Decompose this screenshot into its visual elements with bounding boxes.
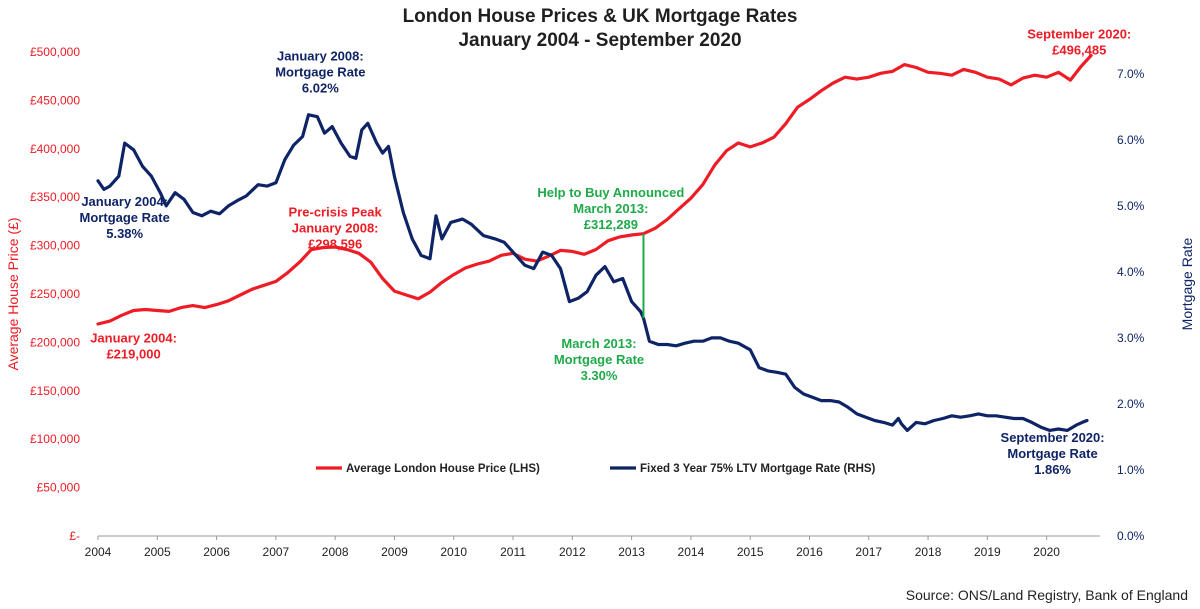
x-tick-label: 2017 (855, 545, 882, 559)
annotation-5-line: March 2013: (561, 336, 636, 351)
y-left-tick-label: £300,000 (30, 239, 80, 253)
y-left-tick-label: £500,000 (30, 45, 80, 59)
y-right-tick-label: 6.0% (1117, 133, 1145, 147)
annotation-5-line: 3.30% (581, 368, 618, 383)
y-left-tick-label: £50,000 (37, 481, 81, 495)
annotation-0-line: January 2004: (90, 330, 177, 345)
x-tick-label: 2014 (678, 545, 705, 559)
x-tick-label: 2015 (737, 545, 764, 559)
annotation-3-line: £298,596 (308, 237, 362, 252)
series-line-1 (96, 113, 1089, 432)
y-left-tick-label: £150,000 (30, 384, 80, 398)
annotation-3-line: January 2008: (292, 221, 379, 236)
annotation-2-line: January 2008: (277, 49, 364, 64)
y-left-tick-label: £450,000 (30, 93, 80, 107)
x-tick-label: 2012 (559, 545, 586, 559)
y-right-tick-label: 2.0% (1117, 397, 1145, 411)
annotation-6-line: September 2020: (1027, 26, 1131, 41)
x-tick-label: 2010 (440, 545, 467, 559)
x-tick-label: 2019 (974, 545, 1001, 559)
y-right-tick-label: 4.0% (1117, 265, 1145, 279)
x-tick-label: 2007 (263, 545, 290, 559)
y-right-tick-label: 1.0% (1117, 463, 1145, 477)
x-tick-label: 2013 (618, 545, 645, 559)
annotation-6-line: £496,485 (1052, 42, 1106, 57)
x-tick-label: 2018 (915, 545, 942, 559)
x-tick-label: 2005 (144, 545, 171, 559)
annotation-7-line: September 2020: (1001, 430, 1105, 445)
annotation-3-line: Pre-crisis Peak (289, 205, 383, 220)
x-tick-label: 2016 (796, 545, 823, 559)
chart-subtitle: January 2004 - September 2020 (458, 30, 742, 51)
y-right-tick-label: 0.0% (1117, 529, 1145, 543)
chart-source: Source: ONS/Land Registry, Bank of Engla… (905, 587, 1188, 603)
x-tick-label: 2009 (381, 545, 408, 559)
y-right-tick-label: 3.0% (1117, 331, 1145, 345)
x-tick-label: 2020 (1033, 545, 1060, 559)
annotation-2-line: 6.02% (302, 81, 339, 96)
annotation-7-line: Mortgage Rate (1007, 446, 1097, 461)
annotation-4-line: £312,289 (584, 217, 638, 232)
annotation-4-line: Help to Buy Announced (537, 185, 684, 200)
annotation-5-line: Mortgage Rate (554, 352, 644, 367)
y-left-tick-label: £350,000 (30, 190, 80, 204)
y-left-tick-label: £200,000 (30, 335, 80, 349)
y-left-tick-label: £100,000 (30, 432, 80, 446)
y-left-tick-label: £- (69, 529, 80, 543)
annotation-7-line: 1.86% (1034, 462, 1071, 477)
y-right-tick-label: 7.0% (1117, 67, 1145, 81)
annotation-1-line: 5.38% (106, 226, 143, 241)
y-right-tick-label: 5.0% (1117, 199, 1145, 213)
y-left-tick-label: £400,000 (30, 142, 80, 156)
y-right-axis-title: Mortgage Rate (1179, 237, 1195, 330)
annotation-1-line: January 2004: (81, 194, 168, 209)
chart-title: London House Prices & UK Mortgage Rates (402, 6, 798, 27)
x-tick-label: 2004 (85, 545, 112, 559)
legend-label-0: Average London House Price (LHS) (346, 463, 540, 475)
x-tick-label: 2011 (500, 545, 526, 559)
y-left-axis-title: Average House Price (£) (5, 217, 21, 370)
y-left-tick-label: £250,000 (30, 287, 80, 301)
annotation-1-line: Mortgage Rate (80, 210, 170, 225)
x-tick-label: 2006 (203, 545, 230, 559)
annotation-4-line: March 2013: (573, 201, 648, 216)
annotation-0-line: £219,000 (106, 346, 160, 361)
annotation-2-line: Mortgage Rate (275, 65, 365, 80)
legend-label-1: Fixed 3 Year 75% LTV Mortgage Rate (RHS) (640, 463, 876, 475)
x-tick-label: 2008 (322, 545, 349, 559)
series-line-0 (96, 53, 1093, 326)
